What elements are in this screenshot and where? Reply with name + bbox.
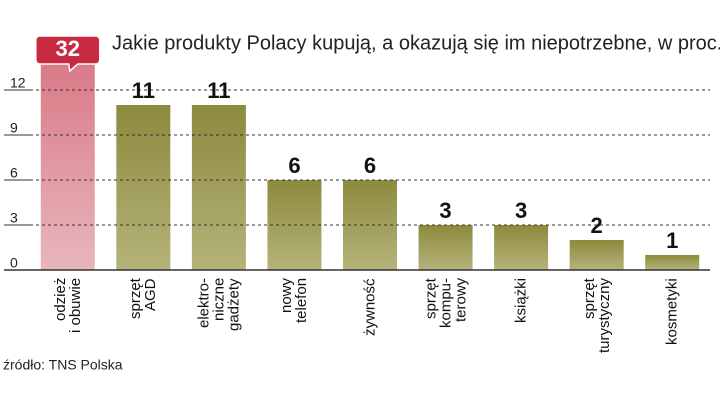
bar bbox=[645, 255, 700, 270]
bar bbox=[494, 225, 549, 270]
value-label: 2 bbox=[591, 213, 603, 238]
x-tick-label: nowy telefon bbox=[278, 278, 311, 324]
value-label: 11 bbox=[132, 78, 155, 103]
bar bbox=[191, 105, 246, 270]
x-tick-label: kosmetyki bbox=[663, 278, 681, 345]
bar bbox=[343, 180, 397, 270]
bar bbox=[418, 225, 473, 270]
bar bbox=[569, 240, 624, 270]
value-label: 6 bbox=[288, 153, 300, 178]
value-label: 3 bbox=[439, 198, 451, 223]
y-tick-label: 3 bbox=[10, 210, 18, 226]
value-label: 6 bbox=[364, 153, 376, 178]
chart-title: Jakie produkty Polacy kupują, a okazują … bbox=[112, 32, 720, 54]
badge bbox=[35, 35, 101, 73]
x-tick-label: sprzęt kompu- terowy bbox=[422, 278, 470, 329]
x-tick-label: żywność bbox=[361, 278, 379, 336]
x-tick-label: sprzęt AGD bbox=[127, 278, 160, 319]
value-label: 32 bbox=[56, 36, 80, 61]
source: źródło: TNS Polska bbox=[3, 357, 123, 373]
y-tick-label: 0 bbox=[10, 255, 18, 271]
x-tick-label: elektro- niczne gadżety bbox=[195, 278, 243, 331]
y-tick-label: 6 bbox=[10, 165, 18, 181]
y-tick-label: 12 bbox=[10, 75, 26, 91]
x-tick-label: sprzęt turystyczny bbox=[580, 278, 613, 354]
bar bbox=[40, 58, 95, 270]
bar bbox=[116, 105, 171, 270]
x-tick-label: odzież i obuwie bbox=[51, 278, 84, 334]
value-label: 1 bbox=[666, 228, 678, 253]
x-tick-label: książki bbox=[512, 278, 530, 324]
value-label: 3 bbox=[515, 198, 527, 223]
value-label: 11 bbox=[207, 78, 230, 103]
y-tick-label: 9 bbox=[10, 120, 18, 136]
